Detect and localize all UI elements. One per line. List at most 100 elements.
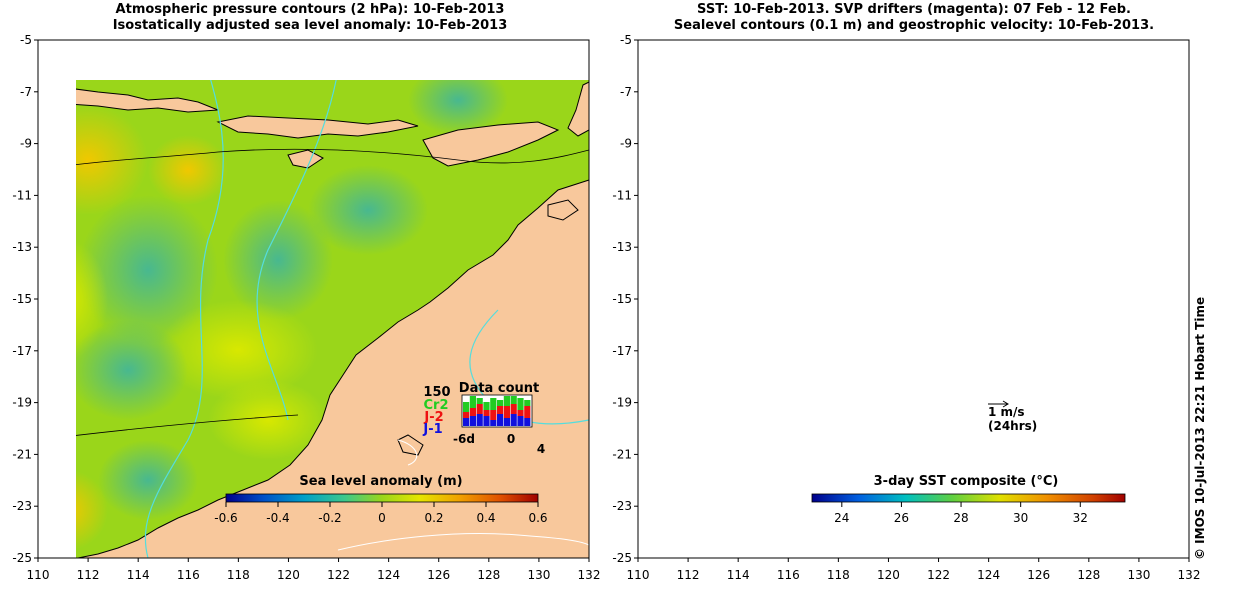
velocity-vector (742, 210, 746, 214)
velocity-vector (982, 158, 987, 162)
velocity-vector (790, 514, 796, 516)
velocity-vector (1030, 146, 1034, 151)
velocity-vector (866, 350, 870, 354)
velocity-vector (928, 97, 934, 98)
velocity-vector (1094, 226, 1100, 228)
velocity-vector (726, 322, 731, 326)
velocity-vector (902, 162, 907, 166)
velocity-vector (806, 236, 808, 242)
velocity-vector (708, 482, 710, 488)
velocity-vector (806, 354, 808, 360)
velocity-vector (930, 397, 934, 402)
right-title-line1: SST: 10-Feb-2013. SVP drifters (magenta)… (697, 2, 1131, 17)
velocity-vector (661, 162, 662, 168)
sst-lat-tick-label: -21 (612, 447, 632, 461)
sla-lat-tick-label: -25 (12, 551, 32, 565)
velocity-vector (646, 305, 652, 306)
velocity-vector (689, 386, 694, 390)
velocity-vector (694, 113, 700, 114)
velocity-vector (774, 208, 780, 210)
velocity-vector (996, 268, 998, 274)
sst-lon-tick-label: 122 (927, 568, 950, 582)
velocity-vector (962, 237, 966, 242)
velocity-vector (913, 127, 918, 130)
velocity-vector (915, 93, 918, 98)
velocity-vector (662, 431, 667, 434)
sla-lon-tick-label: 122 (327, 568, 350, 582)
velocity-vector (918, 178, 923, 182)
velocity-vector (966, 380, 968, 386)
data-count-bar-segment (517, 398, 524, 410)
velocity-vector (950, 316, 951, 322)
sst-colorbar-ticks: 24 26 28 30 32 (834, 502, 1088, 525)
velocity-vector (710, 415, 715, 418)
data-count-xtick-neg6: -6d (453, 432, 475, 446)
velocity-vector (886, 466, 890, 471)
velocity-vector (642, 210, 646, 215)
velocity-vector (785, 434, 790, 437)
velocity-vector (742, 76, 744, 82)
velocity-vector (898, 194, 902, 198)
velocity-vector (1062, 98, 1068, 99)
velocity-vector (838, 146, 844, 148)
velocity-vector (1094, 161, 1100, 162)
velocity-vector (774, 316, 775, 322)
sst-lat-tick-label: -19 (612, 396, 632, 410)
velocity-vector (774, 220, 776, 226)
velocity-vector (997, 210, 998, 216)
data-count-bar-segment (476, 414, 483, 426)
velocity-vector (646, 144, 652, 146)
velocity-vector (806, 210, 809, 215)
velocity-vector (806, 530, 811, 534)
velocity-vector (1041, 207, 1046, 210)
velocity-vector (742, 320, 748, 322)
sst-lon-tick-label: 120 (877, 568, 900, 582)
velocity-vector (662, 128, 668, 130)
velocity-vector (1120, 98, 1126, 99)
data-count-bar-segment (469, 416, 476, 426)
velocity-vector (1158, 194, 1162, 198)
velocity-vector (646, 285, 649, 290)
sst-lat-tick-label: -7 (620, 85, 632, 99)
velocity-vector (752, 450, 758, 451)
velocity-vector (886, 242, 890, 247)
velocity-scale-label: 1 m/s (988, 405, 1025, 419)
velocity-vector (758, 194, 764, 195)
velocity-vector (1126, 209, 1132, 210)
sst-lat-tick-label: -25 (612, 551, 632, 565)
velocity-vector (1046, 290, 1052, 292)
velocity-vector (1174, 141, 1177, 146)
velocity-vector (1062, 271, 1067, 274)
velocity-vector (1110, 194, 1115, 197)
velocity-vector (880, 178, 886, 180)
velocity-vector (646, 386, 649, 391)
velocity-vector (981, 300, 982, 306)
velocity-vector (932, 76, 934, 82)
sla-lat-tick-label: -17 (12, 344, 32, 358)
velocity-vector (1122, 114, 1126, 118)
velocity-vector (821, 268, 822, 274)
velocity-vector (1042, 162, 1046, 166)
velocity-vector (918, 210, 921, 215)
velocity-vector (769, 238, 774, 242)
velocity-vector (854, 306, 856, 312)
velocity-vector (982, 225, 988, 226)
velocity-vector (928, 418, 934, 419)
velocity-vector (758, 540, 759, 546)
velocity-vector (1040, 226, 1046, 228)
velocity-vector (689, 350, 694, 354)
velocity-vector (900, 370, 902, 376)
velocity-vector (658, 226, 662, 230)
velocity-vector (672, 528, 678, 530)
velocity-vector (800, 432, 806, 434)
sst-lat-tick-label: -11 (612, 188, 632, 202)
velocity-vector (754, 398, 758, 402)
sla-colorbar-tick-label: 0.4 (476, 511, 495, 525)
velocity-vector (705, 178, 710, 181)
velocity-vector (854, 290, 860, 291)
velocity-vector (770, 77, 774, 82)
sst-lat-tick-label: -17 (612, 344, 632, 358)
velocity-vector (708, 226, 710, 232)
velocity-vector (758, 176, 764, 178)
velocity-vector (801, 286, 806, 290)
